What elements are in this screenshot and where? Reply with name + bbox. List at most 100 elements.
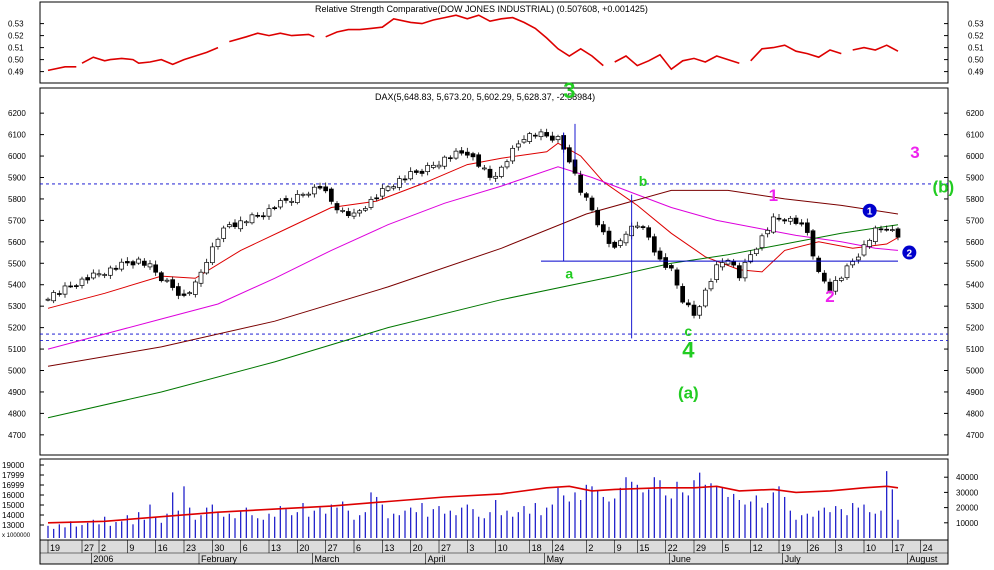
candle-body	[697, 306, 703, 316]
candle-body	[130, 261, 136, 266]
candle-body	[787, 217, 793, 222]
volume-y-tick-left: 16999	[2, 481, 25, 490]
candle-body	[742, 261, 748, 279]
x-tick-label: 10	[498, 543, 508, 553]
x-tick-label: 27	[84, 543, 94, 553]
price-y-axis-right: 6200 6100 6000 5900 5800 5700 5600 5500 5400 5300…	[944, 109, 984, 440]
rsc-y-tick-right: 0.50	[968, 56, 984, 65]
candle-body	[884, 228, 890, 231]
volume-y-tick-left: 16000	[2, 491, 25, 500]
candle-body	[612, 241, 618, 248]
candle-body	[872, 227, 878, 242]
x-tick-label: 20	[299, 543, 309, 553]
candle-body	[243, 221, 249, 224]
wave-labels: 3 b a c4 (a) (b) 1 2 3 1 2	[563, 78, 954, 402]
volume-unit-label: x 1000000	[2, 533, 31, 539]
candle-body	[374, 197, 380, 200]
wave-circle-label: 1	[867, 207, 873, 218]
candle-body	[566, 147, 572, 163]
candle-body	[45, 298, 51, 301]
candle-body	[351, 212, 357, 217]
rsc-y-tick-right: 0.53	[968, 20, 984, 29]
candle-body	[56, 293, 62, 295]
price-y-axis-left: 6200 6100 6000 5900 5800 5700 5600 5500 5400 5300…	[8, 109, 44, 440]
price-y-tick-right: 6100	[966, 131, 984, 140]
price-y-tick-right: 5800	[966, 195, 984, 204]
candle-body	[272, 207, 278, 209]
candle-body	[748, 254, 754, 263]
candle-body	[691, 304, 697, 316]
candle-body	[606, 230, 612, 244]
candle-body	[583, 193, 589, 198]
candle-body	[442, 156, 448, 167]
x-tick-label: 27	[328, 543, 338, 553]
rsc-series-line	[852, 44, 899, 52]
wave-label: 1	[769, 186, 778, 205]
candle-body	[861, 244, 867, 256]
candle-body	[702, 289, 708, 307]
candle-body	[816, 257, 822, 272]
x-tick-label: 30	[214, 543, 224, 553]
candle-body	[340, 210, 346, 212]
volume-y-tick-right: 40000	[956, 473, 979, 482]
candle-body	[204, 262, 210, 274]
candle-body	[362, 208, 368, 211]
candle-body	[175, 286, 181, 296]
x-tick-label: 9	[617, 543, 622, 553]
candle-body	[498, 166, 504, 177]
candle-body	[119, 261, 125, 270]
candle-body	[192, 281, 198, 295]
wave-label: 2	[825, 287, 834, 306]
price-y-tick-left: 4700	[8, 431, 26, 440]
candle-body	[833, 280, 839, 292]
candle-body	[311, 186, 317, 195]
x-tick-label: 6	[356, 543, 361, 553]
x-tick-label: 12	[753, 543, 763, 553]
rsc-y-tick-right: 0.49	[968, 68, 984, 77]
candle-body	[170, 279, 176, 288]
rsc-series-line	[325, 14, 604, 67]
month-label: February	[201, 554, 238, 564]
candle-body	[300, 193, 306, 196]
candle-body	[385, 186, 391, 191]
wave-circle-label: 2	[907, 249, 913, 260]
candle-body	[158, 272, 164, 282]
candle-body	[283, 198, 289, 201]
candle-body	[391, 186, 397, 189]
candle-body	[634, 225, 640, 228]
price-y-tick-right: 5500	[966, 259, 984, 268]
month-label: March	[314, 554, 339, 564]
candle-body	[895, 228, 901, 238]
month-label: 2006	[93, 554, 113, 564]
volume-average-line	[47, 485, 899, 524]
volume-y-tick-right: 20000	[956, 504, 979, 513]
rsc-series-line	[750, 44, 842, 62]
rsc-y-axis-right: 0.53 0.52 0.51 0.50 0.49	[944, 20, 984, 77]
candle-body	[413, 170, 419, 173]
candle-body	[447, 157, 453, 160]
x-tick-label: 27	[441, 543, 451, 553]
volume-y-tick-left: 14000	[2, 511, 25, 520]
price-y-tick-left: 5200	[8, 324, 26, 333]
candle-body	[799, 222, 805, 225]
candle-body	[680, 286, 686, 303]
price-y-tick-right: 5200	[966, 324, 984, 333]
price-y-tick-right: 5400	[966, 281, 984, 290]
candle-body	[90, 272, 96, 279]
candle-body	[776, 217, 782, 220]
candle-body	[674, 269, 680, 286]
price-y-tick-right: 5100	[966, 345, 984, 354]
x-axis-months: 2006 February March April May June July August	[91, 553, 938, 564]
candle-body	[640, 226, 646, 229]
candle-body	[153, 264, 159, 273]
candle-body	[232, 222, 238, 228]
x-tick-label: 13	[384, 543, 394, 553]
candle-body	[646, 227, 652, 238]
candle-body	[68, 285, 74, 288]
price-panel-title: DAX(5,648.83, 5,673.20, 5,602.29, 5,628.…	[375, 92, 595, 102]
candle-body	[736, 265, 742, 279]
candle-body	[277, 200, 283, 208]
price-y-tick-left: 5600	[8, 238, 26, 247]
price-y-tick-left: 5700	[8, 216, 26, 225]
price-y-tick-left: 6100	[8, 131, 26, 140]
